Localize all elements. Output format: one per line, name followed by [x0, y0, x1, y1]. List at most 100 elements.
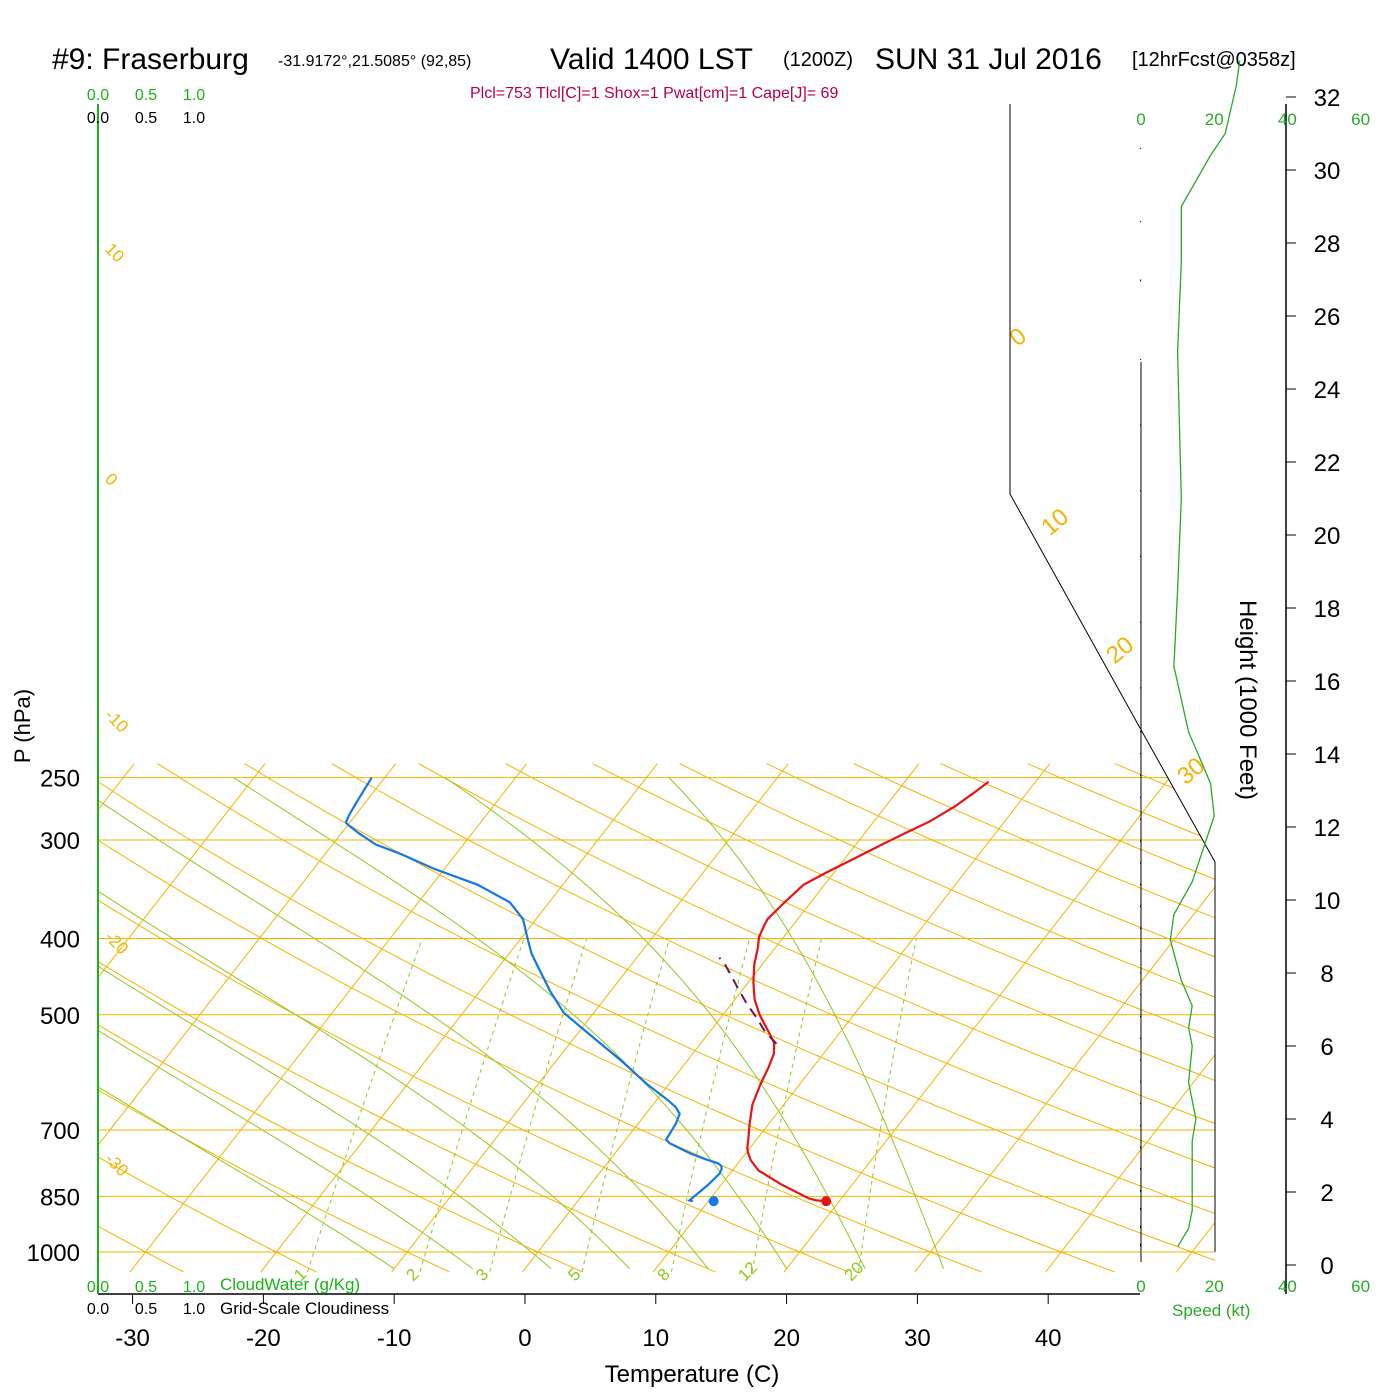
surface-dewpoint-marker [708, 1196, 719, 1207]
dry-adiabat-label: -20 [101, 927, 132, 958]
dry-adiabat [1289, 764, 1400, 1272]
temperature-tick-label: 40 [1035, 1325, 1062, 1352]
thermo-grid [98, 763, 1400, 1273]
height-tick-label: 10 [1314, 888, 1341, 915]
dry-adiabat-label: -10 [101, 705, 132, 736]
wind-barb-feather [1094, 1150, 1106, 1157]
station-coords: -31.9172°,21.5085° (92,85) [278, 53, 471, 70]
pressure-tick-label: 400 [40, 926, 80, 953]
wind-barbs [1073, 82, 1142, 1247]
mixing-ratio-label: 5 [564, 1265, 584, 1285]
moist-adiabat [98, 777, 473, 1270]
plot-boundary [1009, 104, 1216, 1252]
wind-barb [1140, 555, 1142, 558]
temperature-tick-label: -30 [115, 1325, 150, 1352]
wind-barb-feather [1073, 741, 1080, 753]
wind-barb [1140, 1243, 1142, 1247]
dewpoint-profile [344, 777, 723, 1203]
wind-barb [1089, 850, 1142, 908]
stability-indices: Plcl=753 Tlcl[C]=1 Shox=1 Pwat[cm]=1 Cap… [470, 85, 838, 102]
wind-speed-profile [1169, 60, 1241, 1248]
isotherm [1045, 763, 1215, 1273]
speed-bottom-tick: 40 [1278, 1277, 1297, 1296]
wind-barb [1140, 927, 1142, 930]
wind-barb-feather [1073, 588, 1080, 600]
wind-barb-feather [1089, 850, 1100, 858]
isotherm-label: 0 [1004, 323, 1032, 352]
wind-barb [1140, 1059, 1142, 1062]
wind-barb-staff [1140, 621, 1142, 624]
wind-barb [1140, 1015, 1142, 1018]
speed-bottom-tick: 20 [1205, 1277, 1224, 1296]
isotherm [260, 763, 658, 1273]
wind-barb-staff [1140, 1015, 1142, 1018]
wind-barb-staff [1140, 490, 1142, 492]
dry-adiabat [592, 763, 1215, 1273]
wind-barb [1140, 972, 1141, 974]
wind-barb [1073, 588, 1142, 624]
dry-adiabat [98, 763, 849, 1273]
valid-date: SUN 31 Jul 2016 [875, 43, 1102, 76]
wind-barb-feather [1090, 257, 1094, 263]
wind-barb [1140, 1167, 1142, 1171]
moist-adiabat [233, 777, 788, 1269]
wind-panel: 0020204040606002468101214161820222426283… [1073, 60, 1370, 1296]
sounding-profiles [344, 777, 990, 1207]
wind-barb [1078, 82, 1141, 124]
wind-barb-staff [1140, 861, 1142, 864]
height-tick-label: 8 [1320, 961, 1333, 988]
isotherm [129, 763, 527, 1273]
mixing-ratio-label: 12 [734, 1258, 761, 1285]
wind-barb-staff [1140, 840, 1142, 842]
moist-adiabat [444, 777, 866, 1269]
height-tick-label: 2 [1320, 1180, 1333, 1207]
wind-barb [1140, 840, 1142, 842]
height-tick-label: 4 [1320, 1107, 1333, 1134]
dry-adiabat [331, 763, 1215, 1273]
isotherm [522, 763, 920, 1273]
wind-barb-feather [1073, 325, 1080, 337]
isotherm [98, 763, 266, 1273]
wind-barb-feather [1078, 1038, 1087, 1049]
moist-adiabat [668, 777, 944, 1269]
wind-barb-staff [1140, 1189, 1142, 1193]
mixing-ratio-label: 3 [472, 1265, 492, 1285]
dry-adiabat [98, 763, 583, 1273]
cloudwater-bottom-tick: 0.5 [135, 1279, 157, 1296]
isotherm-label: 10 [1036, 503, 1074, 541]
wind-barb-feather [1073, 697, 1080, 709]
cloudwater-top-tick: 1.0 [183, 87, 205, 104]
isotherm [1176, 763, 1215, 1273]
wind-barb-feather [1085, 109, 1088, 115]
wind-barb-staff [1140, 220, 1142, 223]
mixing-ratio-label: 8 [654, 1265, 674, 1285]
wind-barb-feather [1085, 832, 1096, 841]
wind-barb-feather [1082, 814, 1092, 824]
speed-top-tick: 20 [1205, 110, 1224, 129]
temperature-tick-label: 20 [773, 1325, 800, 1352]
cloudwater-bottom-tick: 1.0 [183, 1279, 205, 1296]
isotherm [652, 763, 1051, 1273]
wind-barb [1140, 1146, 1142, 1149]
pressure-tick-label: 1000 [27, 1240, 80, 1267]
wind-barb-staff [1140, 1243, 1142, 1247]
speed-axis-label: Speed (kt) [1172, 1301, 1250, 1320]
valid-time: Valid 1400 LST [550, 43, 753, 76]
cloudwater-top-tick: 0.0 [87, 87, 109, 104]
height-tick-label: 6 [1320, 1034, 1333, 1061]
isotherm [98, 763, 397, 1273]
speed-bottom-tick: 0 [1136, 1277, 1145, 1296]
speed-bottom-tick: 60 [1351, 1277, 1370, 1296]
moist-adiabat [98, 777, 709, 1270]
cloudiness-top-tick: 0.5 [135, 110, 157, 127]
wind-barb-staff [1140, 424, 1142, 426]
mixing-ratio-line [581, 938, 670, 1273]
wind-barb [1140, 752, 1142, 755]
temperature-profile [746, 780, 990, 1203]
wind-barb-staff [1140, 752, 1142, 755]
wind-barb-staff [1140, 1124, 1142, 1127]
wind-barb-staff [1140, 818, 1142, 821]
wind-barb [1090, 220, 1142, 263]
wind-barb-feather [1084, 181, 1091, 193]
wind-barb-feather [1081, 110, 1087, 123]
